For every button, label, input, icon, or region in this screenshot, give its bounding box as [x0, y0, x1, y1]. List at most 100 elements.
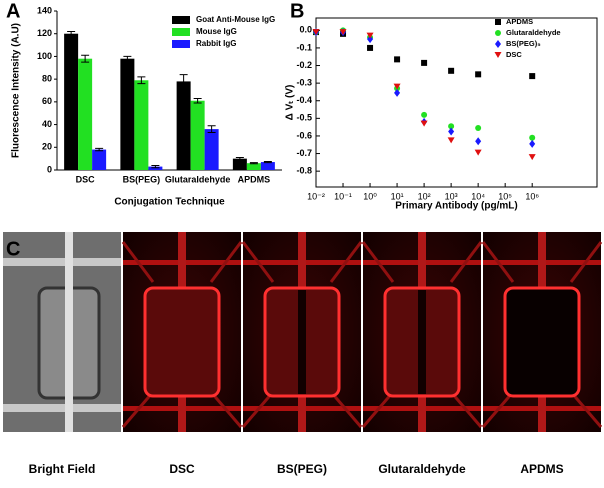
point	[421, 59, 428, 66]
y-tick-label: -0.7	[296, 148, 312, 158]
micrograph	[481, 232, 603, 432]
x-tick-label: 10³	[445, 191, 458, 201]
point	[421, 111, 428, 118]
legend-swatch	[172, 16, 190, 24]
gap	[298, 290, 306, 394]
x-tick-label: Glutaraldehyde	[165, 174, 231, 184]
bar	[134, 80, 149, 170]
panel-label: B	[290, 0, 304, 22]
x-tick-label: 10⁶	[525, 191, 539, 201]
bar	[260, 162, 275, 170]
point	[475, 125, 482, 132]
x-tick-label: 10⁵	[498, 191, 512, 201]
y-tick-label: -0.2	[296, 60, 312, 70]
y-tick-label: -0.5	[296, 113, 312, 123]
x-axis-label: Conjugation Technique	[114, 197, 225, 208]
image-caption: APDMS	[520, 462, 563, 476]
error-bar	[95, 147, 104, 152]
legend-label: APDMS	[506, 17, 533, 26]
y-tick-label: -0.6	[296, 130, 312, 140]
point	[312, 29, 320, 36]
point	[528, 154, 536, 161]
error-bar	[193, 97, 202, 104]
y-tick-label: -0.4	[296, 95, 312, 105]
diag	[241, 241, 363, 428]
y-tick-label: -0.8	[296, 166, 312, 176]
gap	[418, 290, 426, 394]
legend-marker	[494, 52, 502, 58]
x-tick-label: APDMS	[238, 174, 271, 184]
point	[529, 134, 536, 141]
pad	[143, 286, 221, 398]
legend-swatch	[172, 40, 190, 48]
legend-marker	[495, 40, 501, 48]
point	[529, 73, 536, 80]
micrograph	[3, 232, 121, 432]
point	[447, 137, 455, 144]
error-bar	[207, 125, 216, 134]
point	[448, 127, 455, 136]
bar	[190, 100, 205, 170]
bar	[204, 129, 219, 170]
error-bar	[235, 157, 244, 161]
legend-swatch	[172, 28, 190, 36]
y-tick-label: 140	[37, 5, 52, 15]
legend-label: BS(PEG)₅	[506, 39, 541, 48]
diag	[361, 241, 483, 428]
legend-label: Rabbit IgG	[196, 39, 236, 48]
bar	[92, 149, 107, 170]
y-tick-label: 80	[42, 74, 52, 84]
point	[420, 120, 428, 127]
error-bar	[179, 74, 188, 89]
bar	[64, 33, 79, 170]
legend-label: DSC	[506, 50, 522, 59]
y-tick-label: 0.0	[299, 25, 312, 35]
image-caption: Glutaraldehyde	[378, 462, 466, 476]
legend-marker	[495, 30, 501, 36]
point	[474, 149, 482, 156]
point	[475, 71, 482, 78]
panel-label: A	[6, 0, 20, 22]
error-bar	[137, 76, 146, 85]
bar	[246, 163, 261, 170]
band	[3, 258, 121, 266]
point	[448, 67, 455, 74]
pad	[503, 286, 581, 398]
x-tick-label: 10⁻¹	[334, 191, 352, 201]
x-tick-label: DSC	[76, 174, 96, 184]
x-axis-label: Primary Antibody (pg/mL)	[395, 201, 517, 212]
diag	[481, 241, 603, 428]
y-tick-label: -0.1	[296, 42, 312, 52]
x-tick-label: 10⁻²	[307, 191, 325, 201]
micrograph	[361, 232, 483, 432]
y-tick-label: 60	[42, 96, 52, 106]
x-tick-label: BS(PEG)	[123, 174, 161, 184]
legend-marker	[495, 19, 501, 25]
panel-label: C	[6, 238, 20, 260]
point	[339, 29, 347, 36]
point	[394, 88, 401, 97]
y-axis-label: Δ Vₜ (V)	[285, 85, 296, 121]
error-bar	[81, 54, 90, 63]
image-caption: Bright Field	[29, 462, 96, 476]
x-tick-label: 10⁰	[363, 191, 377, 201]
y-tick-label: -0.3	[296, 78, 312, 88]
x-tick-label: 10⁴	[471, 191, 485, 201]
point	[394, 56, 401, 63]
y-tick-label: 40	[42, 119, 52, 129]
image-caption: BS(PEG)	[277, 462, 327, 476]
plot-frame	[315, 17, 598, 188]
micrograph	[121, 232, 243, 432]
point	[448, 123, 455, 130]
bar	[176, 81, 191, 170]
point	[393, 83, 401, 90]
point	[475, 137, 482, 146]
point	[366, 32, 374, 39]
bar	[148, 166, 163, 170]
legend-label: Mouse IgG	[196, 27, 237, 36]
error-bar	[151, 164, 160, 169]
y-axis-label: Fluorescence Intensity (A.U)	[11, 23, 22, 158]
x-tick-label: 10¹	[391, 191, 404, 201]
diag	[121, 241, 243, 428]
y-tick-label: 120	[37, 28, 52, 38]
